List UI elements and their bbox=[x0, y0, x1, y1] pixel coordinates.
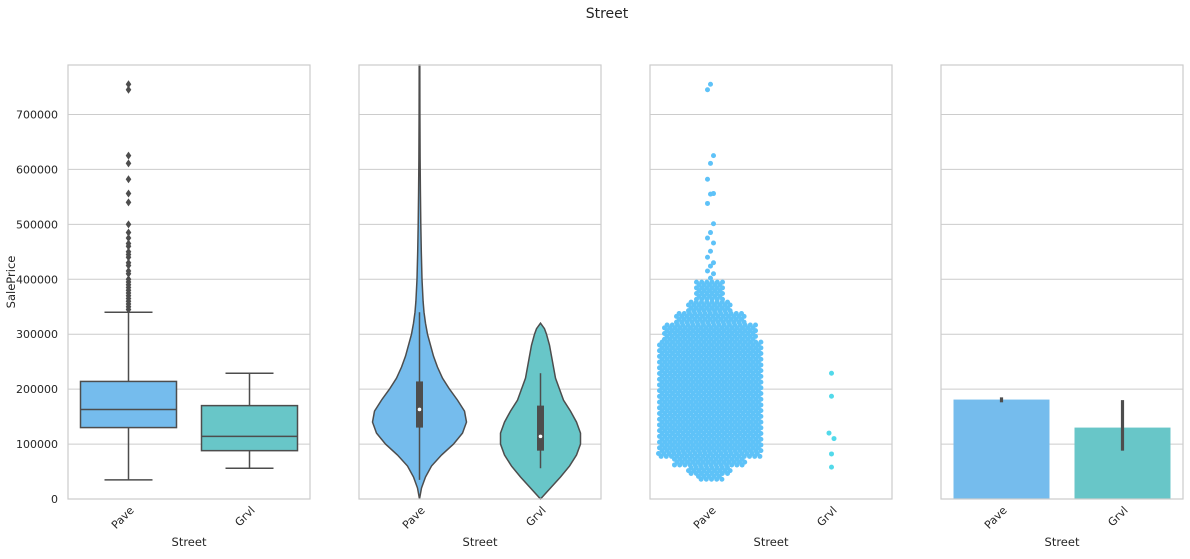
swarm-point bbox=[688, 299, 694, 305]
outlier-point bbox=[125, 220, 132, 229]
outlier-point bbox=[125, 258, 132, 267]
swarm-point bbox=[705, 176, 710, 182]
y-tick-label: 400000 bbox=[16, 273, 58, 286]
swarm-point bbox=[664, 322, 670, 328]
box bbox=[200, 404, 299, 452]
swarm-point bbox=[705, 235, 710, 241]
x-tick-label: Grvl bbox=[814, 504, 839, 529]
outlier-point bbox=[125, 80, 132, 89]
swarm-point bbox=[831, 436, 837, 442]
y-tick-label: 200000 bbox=[16, 383, 58, 396]
swarm-point bbox=[708, 81, 713, 87]
swarm-point bbox=[829, 464, 834, 470]
swarm-point bbox=[829, 370, 834, 376]
x-tick-label: Grvl bbox=[1105, 504, 1130, 529]
swarm-point bbox=[829, 451, 834, 457]
swarm-point bbox=[725, 299, 730, 305]
swarm-point bbox=[656, 451, 661, 457]
swarm-point bbox=[758, 339, 764, 345]
x-tick-label: Grvl bbox=[523, 504, 548, 529]
swarm-point bbox=[747, 322, 753, 328]
x-tick-label: Pave bbox=[982, 504, 1010, 532]
swarm-point bbox=[708, 160, 713, 166]
gridlines bbox=[941, 113, 1183, 445]
outlier-point bbox=[125, 275, 132, 284]
outlier-point bbox=[125, 151, 132, 160]
y-tick-label: 100000 bbox=[16, 438, 58, 451]
swarm-point bbox=[711, 153, 716, 159]
inner-box bbox=[416, 381, 423, 428]
median-point bbox=[417, 407, 422, 412]
y-tick-label: 500000 bbox=[16, 218, 58, 231]
outlier-point bbox=[125, 85, 132, 94]
swarm-point bbox=[709, 279, 715, 285]
outlier-point bbox=[125, 234, 132, 243]
swarm-point bbox=[708, 191, 713, 197]
swarm-point bbox=[714, 279, 720, 285]
y-axis-label: SalePrice bbox=[4, 256, 18, 309]
swarm-point bbox=[681, 311, 687, 317]
swarm-point bbox=[669, 322, 675, 328]
swarm-point bbox=[705, 200, 710, 206]
swarm-point bbox=[699, 279, 705, 285]
swarm-point bbox=[705, 254, 710, 260]
axes-frame bbox=[67, 64, 311, 500]
swarm-point bbox=[708, 275, 713, 281]
swarm-point bbox=[694, 279, 699, 285]
outlier-point bbox=[125, 247, 132, 256]
x-axis-label: Street bbox=[463, 535, 498, 549]
outlier-point bbox=[125, 239, 132, 248]
swarm-point bbox=[720, 279, 725, 285]
axes-frame bbox=[358, 64, 602, 500]
outlier-point bbox=[125, 189, 132, 198]
outlier-point bbox=[125, 267, 132, 276]
y-tick-label: 300000 bbox=[16, 328, 58, 341]
y-tick-label: 0 bbox=[51, 493, 58, 506]
swarm-point bbox=[704, 279, 710, 285]
swarm-point bbox=[711, 221, 716, 227]
x-axis-label: Street bbox=[1045, 535, 1080, 549]
x-axis-label: Street bbox=[172, 535, 207, 549]
swarm-point bbox=[733, 311, 739, 317]
swarm-point bbox=[708, 263, 713, 269]
outlier-point bbox=[125, 228, 132, 237]
figure-title: Street bbox=[586, 6, 629, 22]
axes-frame bbox=[649, 64, 893, 500]
x-axis-label: Street bbox=[754, 535, 789, 549]
boxplot-panel: Pave Grvl Street 0 100000 200000 300000 400000 5… bbox=[16, 64, 311, 549]
x-tick-label: Grvl bbox=[232, 504, 257, 529]
y-tick-label: 600000 bbox=[16, 163, 58, 176]
x-tick-label: Pave bbox=[109, 504, 137, 532]
swarm-point bbox=[739, 311, 744, 317]
outlier-point bbox=[125, 198, 132, 207]
swarmplot-panel: Pave Grvl Street bbox=[649, 64, 893, 549]
bar bbox=[953, 399, 1050, 499]
swarm-point bbox=[711, 271, 716, 277]
y-tick-label: 700000 bbox=[16, 108, 58, 121]
swarm-point bbox=[826, 430, 832, 436]
violinplot-panel: Pave Grvl Street bbox=[358, 64, 602, 549]
swarm-point bbox=[705, 268, 710, 274]
swarm-point bbox=[676, 311, 682, 317]
swarm-point bbox=[705, 87, 710, 93]
barplot-panel: Pave Grvl Street bbox=[940, 64, 1184, 549]
swarm-point bbox=[829, 393, 834, 399]
inner-box bbox=[537, 405, 544, 451]
outlier-point bbox=[125, 175, 132, 184]
x-tick-label: Pave bbox=[400, 504, 428, 532]
median-point bbox=[538, 434, 543, 439]
x-tick-label: Pave bbox=[691, 504, 719, 532]
swarm-point bbox=[708, 230, 713, 236]
swarm-point bbox=[753, 322, 758, 328]
swarm-point bbox=[711, 240, 716, 246]
swarm-point bbox=[711, 260, 716, 266]
axes-frame bbox=[940, 64, 1184, 500]
box bbox=[79, 380, 178, 429]
outlier-point bbox=[125, 159, 132, 168]
swarm-point bbox=[708, 248, 713, 254]
